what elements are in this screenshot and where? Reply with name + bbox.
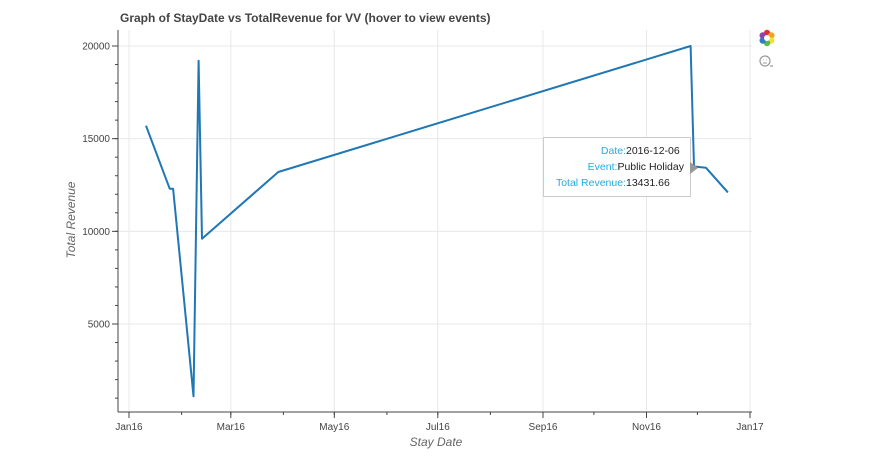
x-tick-label: Mar16 <box>217 422 246 433</box>
y-tick-label: 5000 <box>88 320 111 331</box>
data-point[interactable] <box>141 121 151 131</box>
tooltip-revenue-value: 13431.66 <box>626 177 670 189</box>
y-tick-label: 20000 <box>82 42 110 53</box>
data-point[interactable] <box>723 187 733 197</box>
data-point[interactable] <box>686 41 696 51</box>
x-tick-label: Jan16 <box>115 422 143 433</box>
tooltip-date-label: Date: <box>600 145 626 157</box>
grid <box>118 30 752 412</box>
hover-tooltip: Date: 2016-12-06 Event: Public Holiday T… <box>543 137 691 197</box>
x-tick-label: Jul16 <box>426 422 450 433</box>
x-tick-label: Jan17 <box>736 422 764 433</box>
tooltip-event-value: Public Holiday <box>617 161 684 173</box>
y-axis-label: Total Revenue <box>64 181 78 258</box>
x-axis-label: Stay Date <box>410 435 463 449</box>
data-point[interactable] <box>188 391 198 401</box>
data-point[interactable] <box>701 163 711 173</box>
series-line-0[interactable] <box>145 45 729 398</box>
tooltip-event-label: Event: <box>587 161 618 173</box>
tooltip-date-value: 2016-12-06 <box>626 145 680 157</box>
data-point[interactable] <box>197 234 207 244</box>
tooltip-revenue-label: Total Revenue: <box>555 177 626 189</box>
hover-tool-icon[interactable] <box>757 52 777 72</box>
axes <box>115 30 752 415</box>
x-tick-label: Sep16 <box>529 422 558 433</box>
y-tick-label: 15000 <box>82 134 110 145</box>
tooltip-row-revenue: Total Revenue: 13431.66 <box>550 175 684 191</box>
chart-title: Graph of StayDate vs TotalRevenue for VV… <box>120 11 491 25</box>
x-axis-ticks: Jan16 Mar16 May16 Jul16 Sep16 Nov16 Jan17 <box>115 412 764 433</box>
y-axis-ticks: 5000 10000 15000 20000 <box>82 42 118 331</box>
data-point[interactable] <box>168 184 178 194</box>
x-tick-label: May16 <box>319 422 349 433</box>
data-point[interactable] <box>194 56 204 66</box>
tooltip-row-event: Event: Public Holiday <box>550 159 684 175</box>
series-layer[interactable] <box>141 41 733 401</box>
bokeh-logo-icon[interactable] <box>757 28 777 48</box>
y-tick-label: 10000 <box>82 227 110 238</box>
tooltip-pointer <box>690 162 698 174</box>
x-tick-label: Nov16 <box>632 422 661 433</box>
toolbar <box>757 28 779 76</box>
tooltip-row-date: Date: 2016-12-06 <box>550 143 684 159</box>
data-point[interactable] <box>273 167 283 177</box>
